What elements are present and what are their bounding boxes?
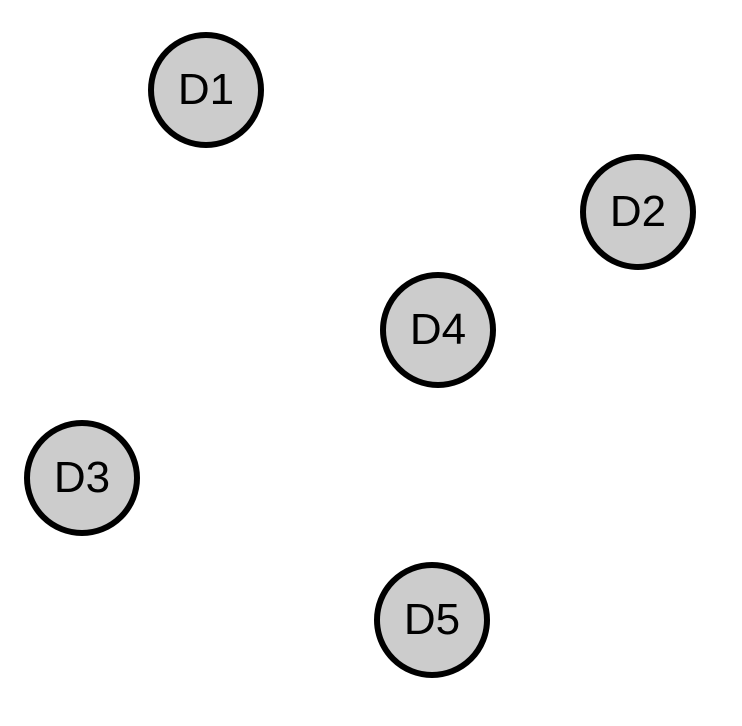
node-label-d2: D2: [610, 190, 666, 234]
node-d5: D5: [374, 562, 490, 678]
node-label-d4: D4: [410, 308, 466, 352]
node-d2: D2: [580, 154, 696, 270]
node-label-d1: D1: [178, 68, 234, 112]
diagram-canvas: D1 D2 D4 D3 D5: [0, 0, 742, 726]
node-d3: D3: [24, 420, 140, 536]
node-d1: D1: [148, 32, 264, 148]
node-d4: D4: [380, 272, 496, 388]
node-label-d5: D5: [404, 598, 460, 642]
node-label-d3: D3: [54, 456, 110, 500]
